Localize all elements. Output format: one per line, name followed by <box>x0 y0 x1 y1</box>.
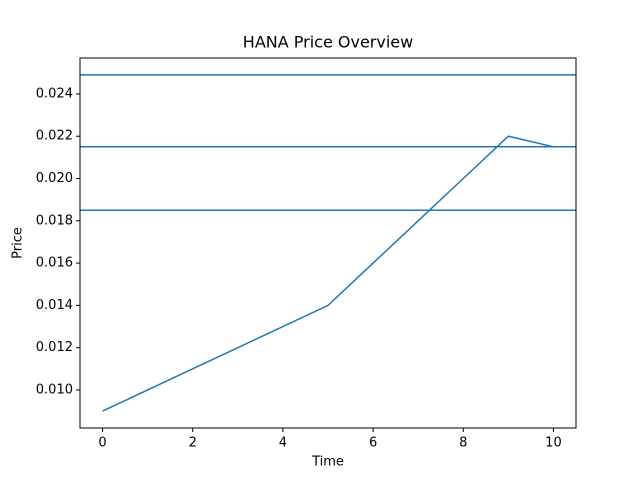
price-line <box>102 135 554 412</box>
y-tick-label: 0.018 <box>36 213 73 228</box>
y-tick-label: 0.014 <box>36 298 73 313</box>
chart-title: HANA Price Overview <box>243 33 413 52</box>
x-tick-label: 6 <box>369 436 377 451</box>
x-tick-label: 10 <box>545 436 562 451</box>
y-tick-label: 0.024 <box>36 86 73 101</box>
y-tick-label: 0.020 <box>36 171 73 186</box>
x-tick-label: 0 <box>98 436 106 451</box>
x-tick-label: 2 <box>189 436 197 451</box>
y-axis-label: Price <box>11 227 26 259</box>
y-tick-label: 0.016 <box>36 256 73 271</box>
plot-frame <box>79 57 577 429</box>
x-tick-label: 4 <box>279 436 287 451</box>
x-tick-label: 8 <box>459 436 467 451</box>
x-axis-label: Time <box>311 455 344 470</box>
y-tick-label: 0.010 <box>36 382 73 397</box>
y-tick-label: 0.022 <box>36 129 73 144</box>
y-tick-label: 0.012 <box>36 340 73 355</box>
